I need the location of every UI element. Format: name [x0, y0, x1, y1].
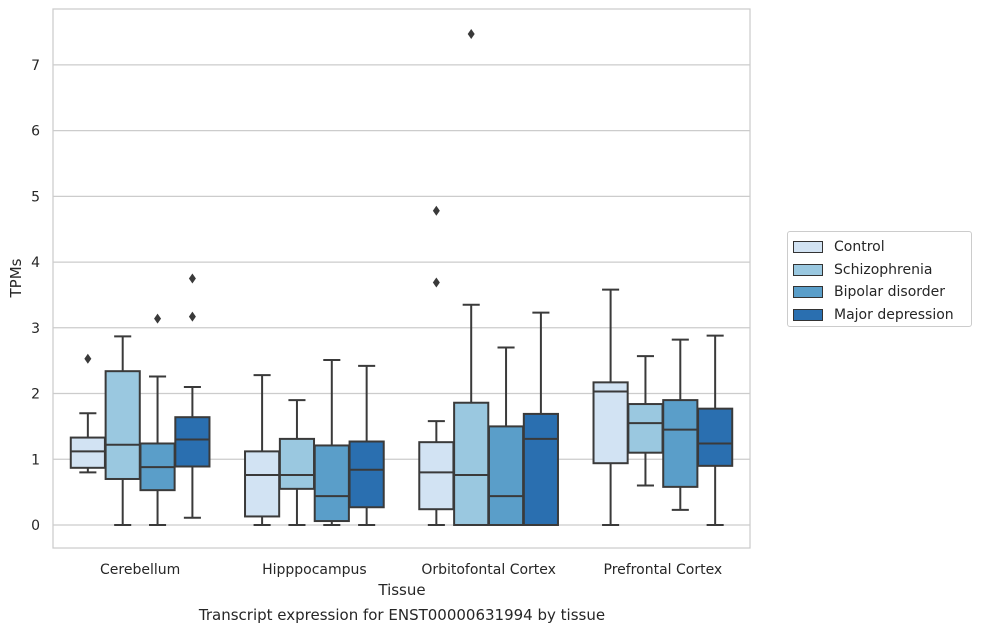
- x-tick-label: Prefrontal Cortex: [604, 562, 723, 578]
- outlier-point: [467, 28, 475, 39]
- box-schizophrenia: [627, 355, 664, 487]
- legend-swatch: [793, 308, 823, 321]
- box-iqr: [348, 440, 385, 509]
- legend-label: Bipolar disorder: [834, 284, 946, 301]
- box-iqr: [174, 416, 211, 468]
- y-tick-label: 4: [31, 255, 40, 271]
- outlier-point: [154, 313, 162, 324]
- chart-caption: Transcript expression for ENST0000063199…: [198, 606, 606, 624]
- box-bipolar-disorder: [313, 359, 350, 526]
- box-iqr: [69, 436, 106, 469]
- box-iqr: [418, 441, 455, 511]
- box-iqr: [487, 425, 525, 526]
- box-bipolar-disorder: [662, 338, 699, 511]
- y-tick-labels: 0 1 2 3 4 5 6 7: [31, 58, 40, 534]
- box-iqr: [244, 450, 281, 518]
- box-plots: [69, 28, 734, 526]
- outlier-point: [84, 353, 92, 364]
- box-iqr: [278, 437, 316, 490]
- outlier-point: [432, 205, 440, 216]
- box-major-depression: [348, 364, 385, 526]
- y-axis-label: TPMs: [7, 258, 25, 298]
- y-tick-label: 0: [31, 518, 40, 534]
- y-tick-label: 5: [31, 189, 40, 205]
- box-iqr: [592, 381, 629, 465]
- legend-item: Major depression: [793, 304, 971, 327]
- box-control: [69, 353, 106, 474]
- outlier-point: [188, 311, 196, 322]
- box-schizophrenia: [104, 335, 141, 526]
- box-major-depression: [522, 311, 559, 526]
- box-iqr: [313, 444, 350, 523]
- x-tick-labels: Cerebellum Hipppocampus Orbitofontal Corte…: [100, 562, 722, 578]
- outlier-point: [188, 273, 196, 284]
- box-major-depression: [174, 273, 211, 519]
- box-iqr: [627, 403, 664, 454]
- box-bipolar-disorder: [139, 313, 176, 526]
- legend-item: Control: [793, 236, 971, 259]
- box-control: [592, 288, 629, 526]
- x-tick-label: Cerebellum: [100, 562, 180, 578]
- y-tick-label: 1: [31, 452, 40, 468]
- y-tick-label: 3: [31, 321, 40, 337]
- legend-swatch: [793, 263, 823, 276]
- box-bipolar-disorder: [487, 346, 525, 526]
- legend-swatch: [793, 241, 823, 254]
- box-iqr: [697, 407, 734, 467]
- y-tick-label: 6: [31, 124, 40, 140]
- legend-label: Major depression: [834, 306, 954, 323]
- box-iqr: [522, 412, 559, 526]
- x-tick-label: Orbitofontal Cortex: [421, 562, 556, 578]
- legend-item: Schizophrenia: [793, 259, 971, 282]
- legend: Control Schizophrenia Bipolar disorder Majo…: [787, 231, 972, 327]
- box-schizophrenia: [278, 399, 316, 526]
- box-control: [418, 205, 455, 526]
- x-axis-label: Tissue: [377, 581, 425, 599]
- legend-label: Control: [834, 239, 885, 256]
- y-tick-label: 2: [31, 387, 40, 403]
- legend-swatch: [793, 286, 823, 299]
- box-schizophrenia: [453, 28, 490, 526]
- legend-label: Schizophrenia: [834, 261, 933, 278]
- box-iqr: [453, 401, 490, 526]
- x-tick-label: Hipppocampus: [262, 562, 367, 578]
- legend-item: Bipolar disorder: [793, 281, 971, 304]
- box-iqr: [104, 370, 141, 480]
- y-tick-label: 7: [31, 58, 40, 74]
- outlier-point: [432, 277, 440, 288]
- box-iqr: [662, 399, 699, 488]
- box-major-depression: [697, 334, 734, 526]
